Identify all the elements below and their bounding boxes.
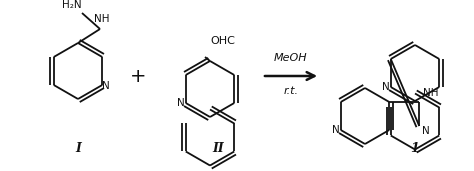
Text: OHC: OHC [210,36,236,46]
Text: II: II [212,142,224,155]
Text: N: N [422,126,430,136]
Text: N: N [102,81,110,91]
Text: H₂N: H₂N [62,0,82,10]
Text: MeOH: MeOH [274,53,308,63]
Text: 1: 1 [410,142,419,155]
Text: +: + [130,67,146,86]
Text: N: N [382,82,390,92]
Text: N: N [332,125,340,135]
Text: N: N [177,98,185,108]
Text: NH: NH [94,14,110,24]
Text: r.t.: r.t. [283,86,299,96]
Text: NH: NH [423,88,439,98]
Text: I: I [75,142,81,155]
